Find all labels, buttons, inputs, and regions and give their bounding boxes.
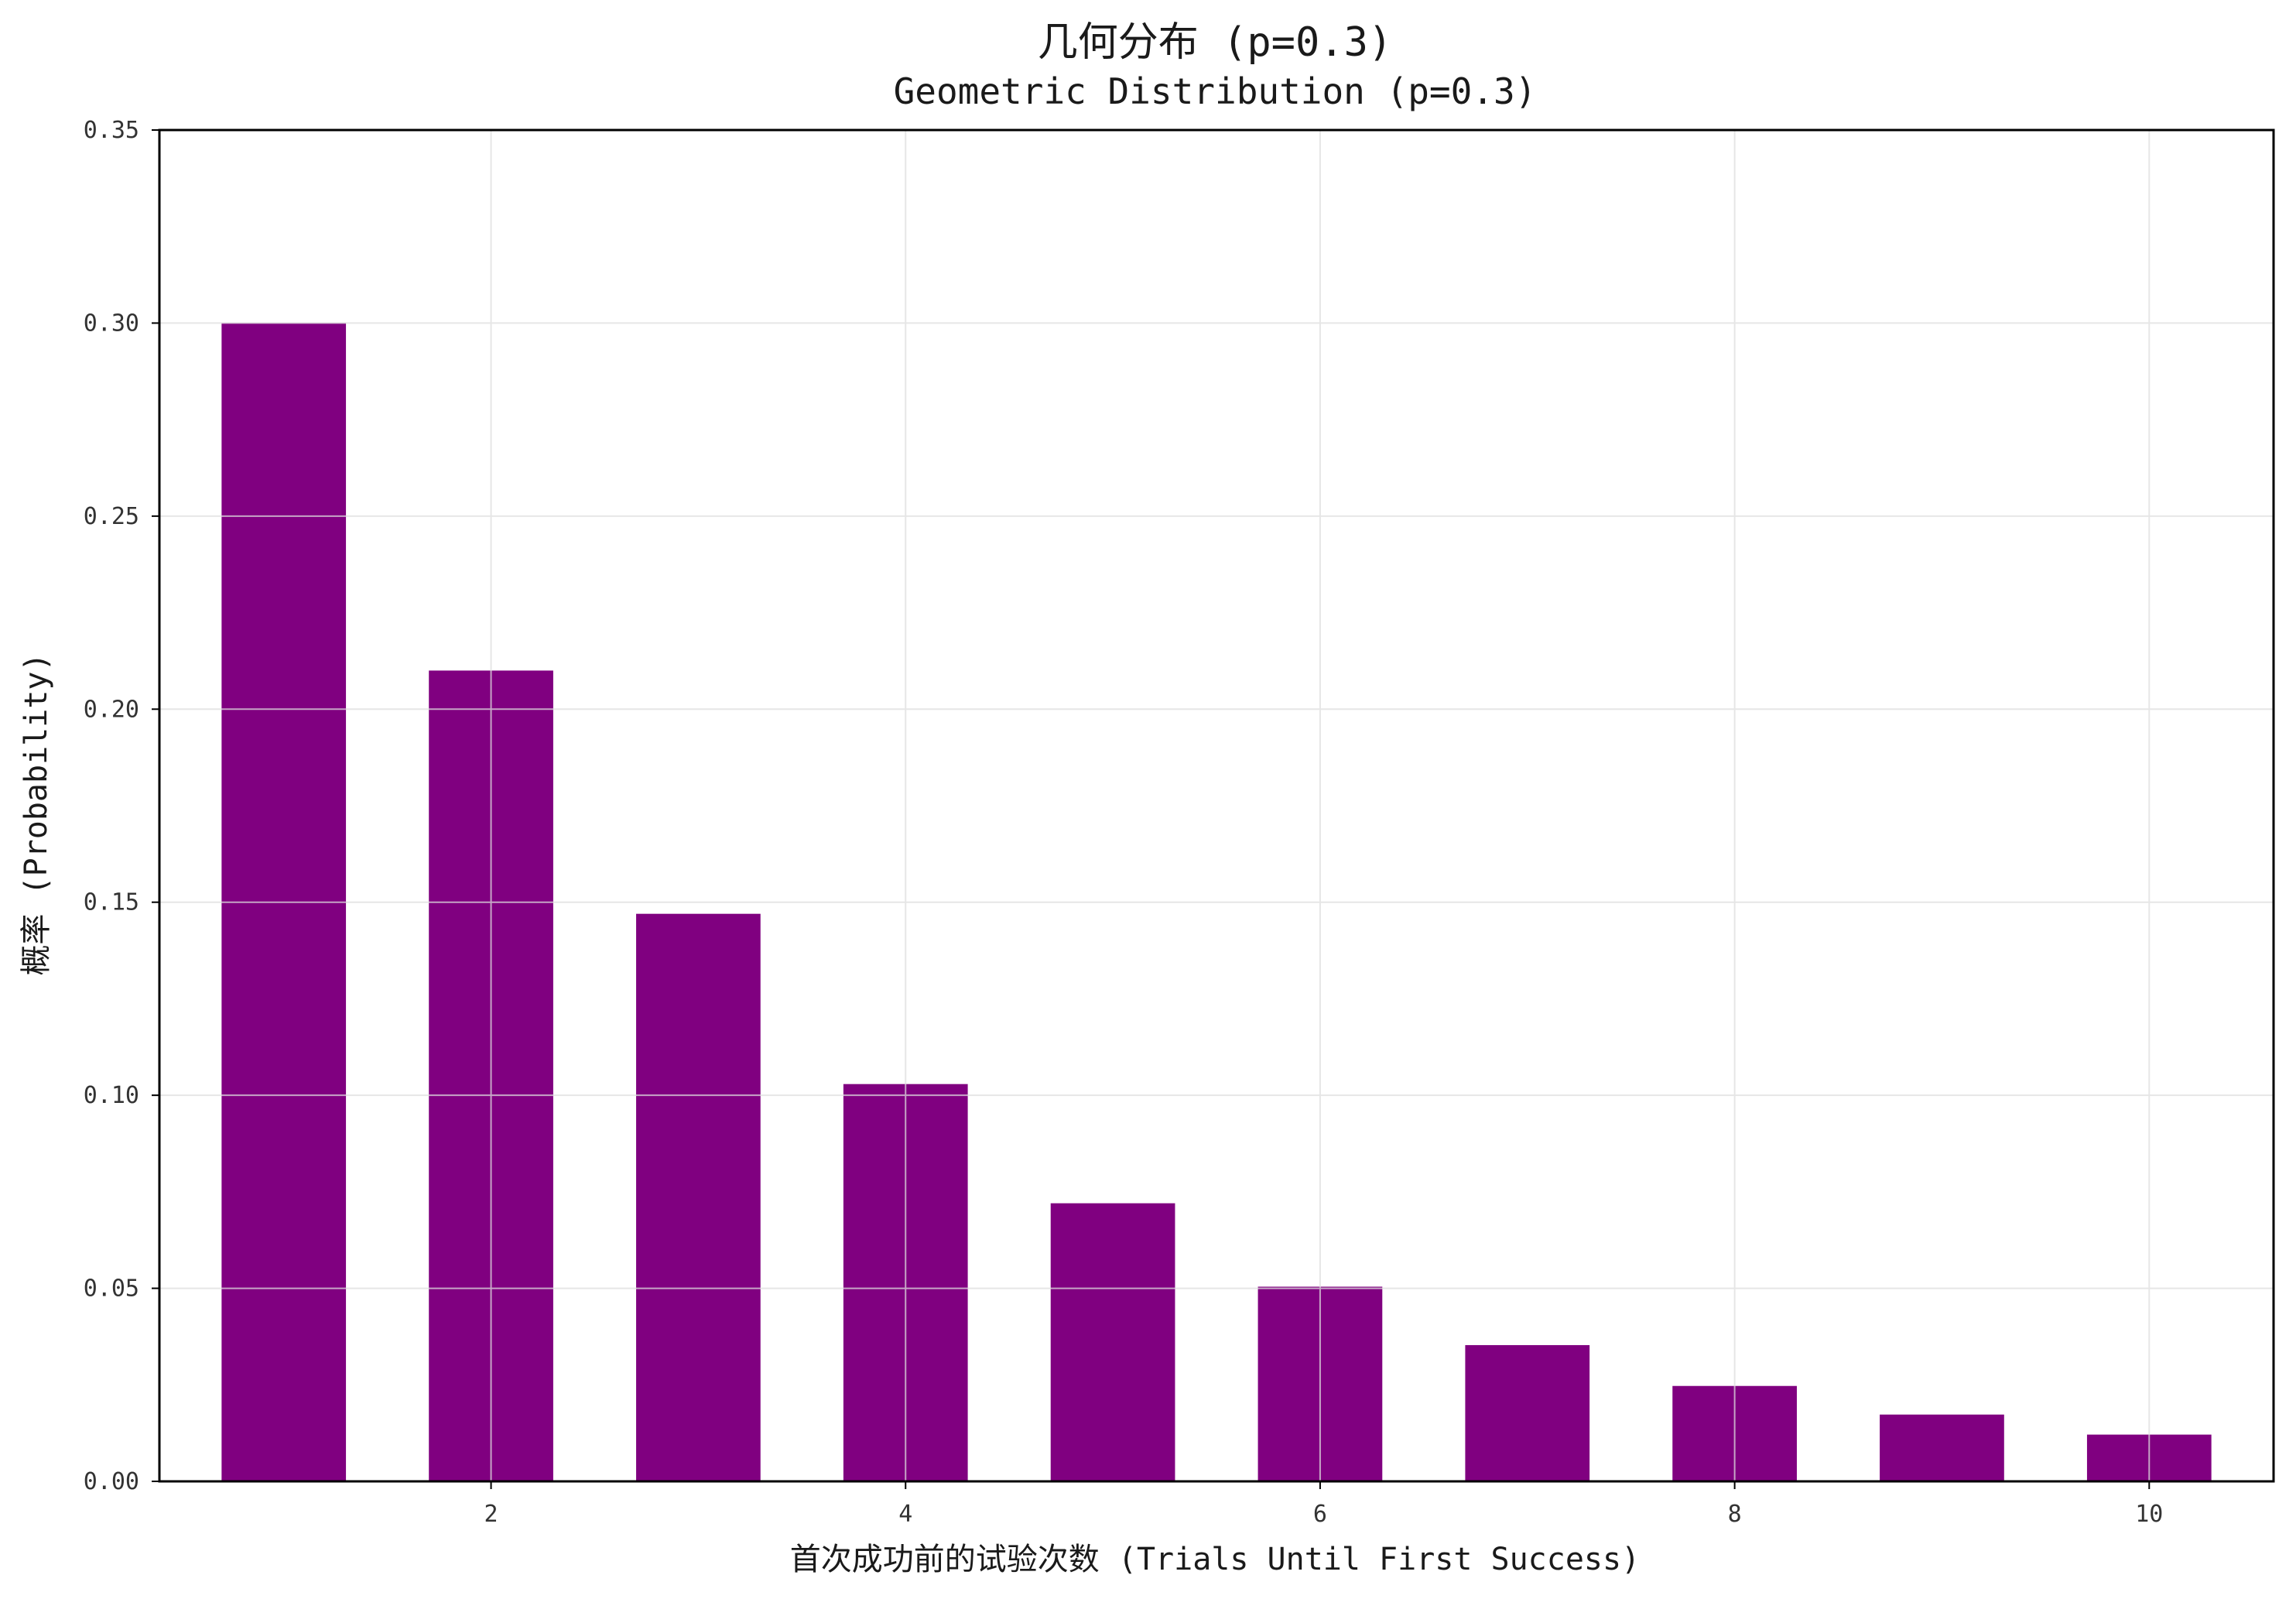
x-tick-label: 2 — [484, 1501, 498, 1528]
bar-5 — [1050, 1203, 1175, 1481]
plot-area-frame — [158, 128, 2275, 1483]
x-tick-label: 10 — [2135, 1501, 2163, 1528]
y-tick-label: 0.15 — [84, 889, 139, 916]
axis-ticks: 0.00 0.05 0.10 0.15 0.20 0.25 0.30 0.35 2 4 6 8 10 — [84, 117, 2164, 1528]
x-tick-label: 8 — [1728, 1501, 1742, 1528]
x-tick-label: 4 — [898, 1501, 912, 1528]
x-tick-label: 6 — [1313, 1501, 1327, 1528]
chart-subtitle: Geometric Distribution (p=0.3) — [894, 70, 1537, 112]
y-axis-label: 概率 (Probability) — [19, 652, 54, 975]
chart-title: 几何分布 (p=0.3) — [1038, 19, 1392, 66]
bar-3 — [636, 913, 761, 1481]
y-tick-label: 0.20 — [84, 696, 139, 723]
y-tick-label: 0.25 — [84, 503, 139, 530]
x-axis-label: 首次成功前的试验次数 (Trials Until First Success) — [790, 1542, 1640, 1577]
bar-9 — [1880, 1414, 2004, 1481]
y-tick-label: 0.10 — [84, 1082, 139, 1109]
y-tick-label: 0.30 — [84, 310, 139, 337]
y-tick-label: 0.00 — [84, 1468, 139, 1495]
y-tick-label: 0.05 — [84, 1275, 139, 1303]
bar-7 — [1465, 1344, 1590, 1481]
y-tick-label: 0.35 — [84, 117, 139, 144]
